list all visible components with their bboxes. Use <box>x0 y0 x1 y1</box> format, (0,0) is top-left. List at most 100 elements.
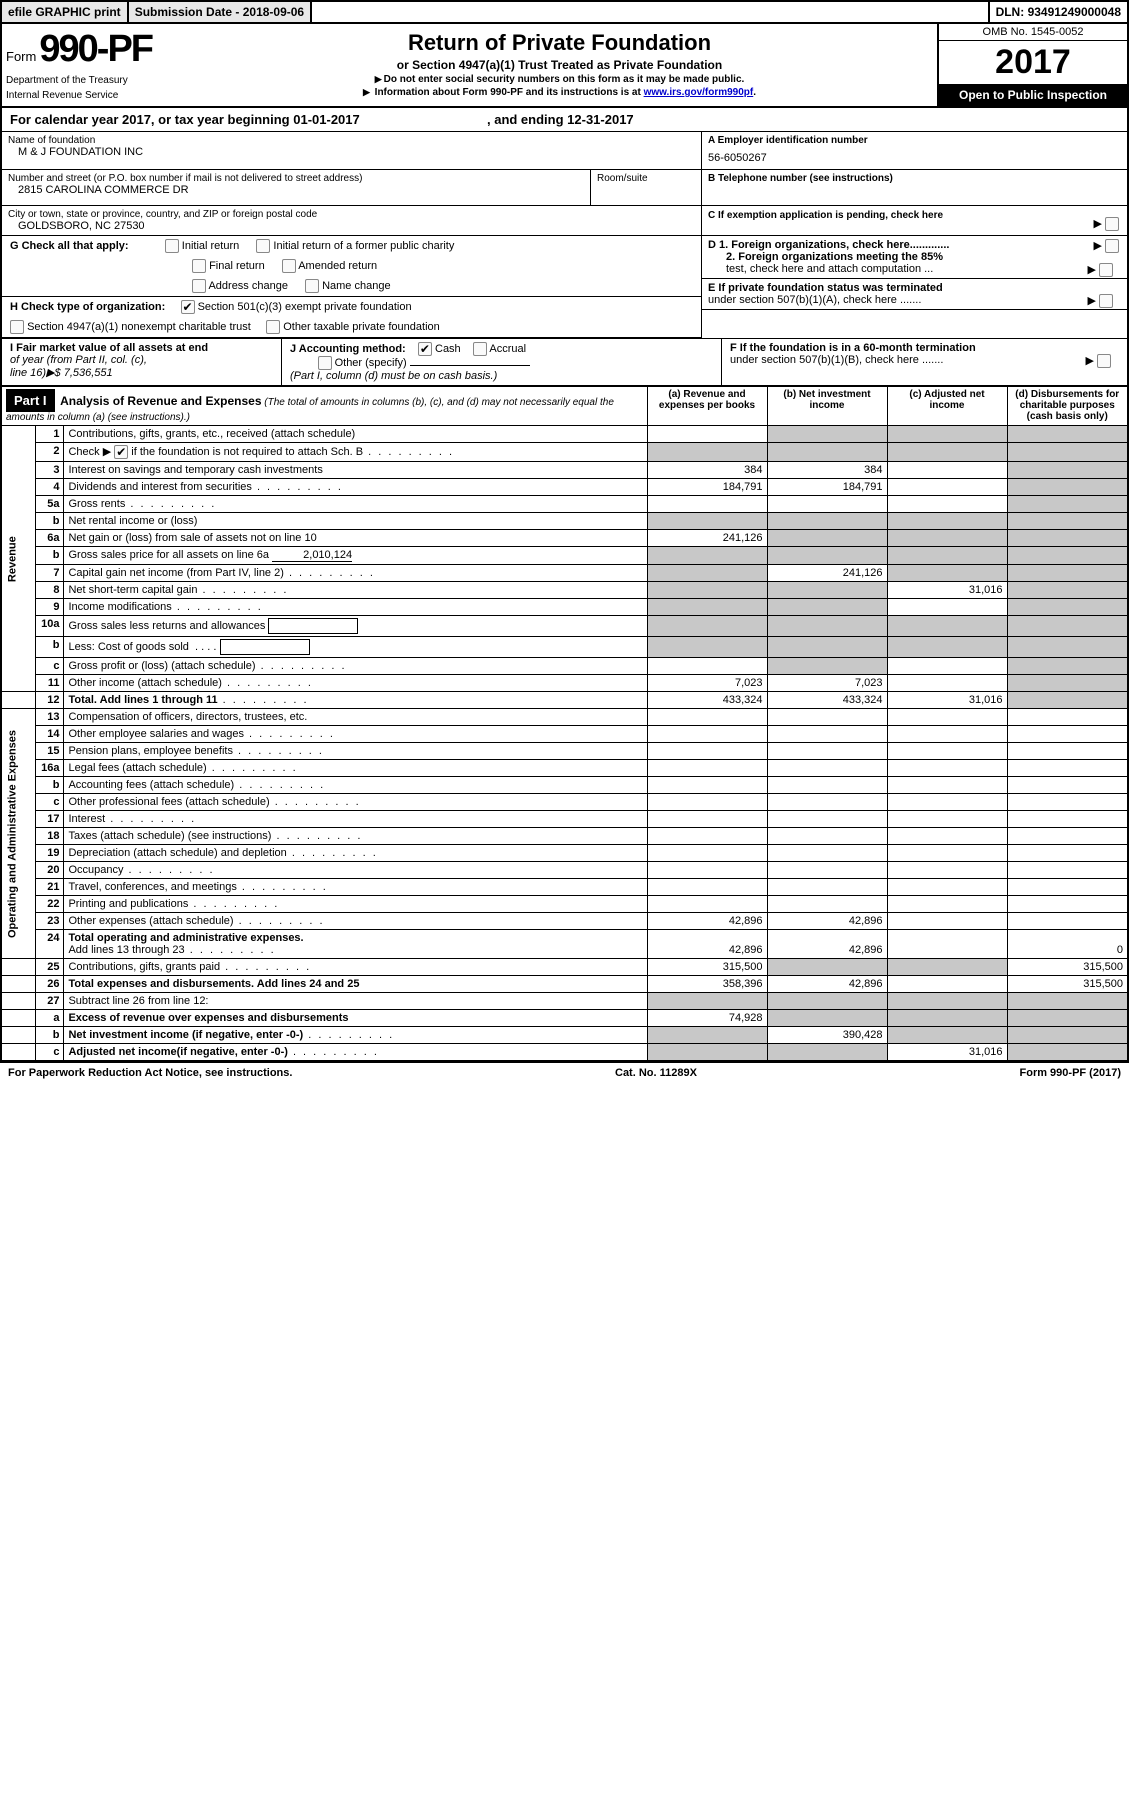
row-16c-desc: Other professional fees (attach schedule… <box>64 794 647 811</box>
d1-checkbox[interactable] <box>1105 239 1119 253</box>
rn-4: 4 <box>36 479 64 496</box>
rn-27b: b <box>36 1027 64 1044</box>
j-other: Other (specify) <box>335 357 407 369</box>
f-block: F If the foundation is in a 60-month ter… <box>722 339 1127 385</box>
g-block: G Check all that apply: Initial return I… <box>2 236 702 338</box>
r12-a: 433,324 <box>647 692 767 709</box>
row-24-desc: Total operating and administrative expen… <box>64 930 647 959</box>
r12-d: Total. Add lines 1 through 11 <box>68 694 217 706</box>
r8-c: 31,016 <box>887 582 1007 599</box>
row-27-desc: Subtract line 26 from line 12: <box>64 993 647 1010</box>
row-27a-desc: Excess of revenue over expenses and disb… <box>68 1012 348 1024</box>
row-10a-desc: Gross sales less returns and allowances <box>64 616 647 637</box>
instructions-note: Information about Form 990-PF and its in… <box>188 87 931 98</box>
rn-24: 24 <box>36 930 64 959</box>
part1-tag: Part I <box>6 389 55 412</box>
r24-d-val: 0 <box>1007 930 1127 959</box>
row-27b-desc: Net investment income (if negative, ente… <box>64 1027 647 1044</box>
r11-d: Other income (attach schedule) <box>68 677 221 689</box>
r23-a: 42,896 <box>647 913 767 930</box>
d-e-block: D 1. Foreign organizations, check here..… <box>702 236 1127 338</box>
row-2-desc: Check ▶ if the foundation is not require… <box>64 443 647 462</box>
h-501c3-checkbox[interactable] <box>181 300 195 314</box>
r7-d: Capital gain net income (from Part IV, l… <box>68 567 283 579</box>
g-address-change-checkbox[interactable] <box>192 279 206 293</box>
j-accrual-checkbox[interactable] <box>473 342 487 356</box>
rn-7: 7 <box>36 565 64 582</box>
r6b-value: 2,010,124 <box>272 549 352 562</box>
rn-12: 12 <box>36 692 64 709</box>
g-name-change-checkbox[interactable] <box>305 279 319 293</box>
form-number: 990-PF <box>39 28 152 70</box>
r16c-d: Other professional fees (attach schedule… <box>68 796 269 808</box>
col-d-header: (d) Disbursements for charitable purpose… <box>1007 387 1127 426</box>
j-other-checkbox[interactable] <box>318 356 332 370</box>
instructions-link[interactable]: www.irs.gov/form990pf <box>644 87 754 98</box>
r27c-c: 31,016 <box>887 1044 1007 1061</box>
g-amended-checkbox[interactable] <box>282 259 296 273</box>
ein-value: 56-6050267 <box>708 152 1121 164</box>
schb-checkbox[interactable] <box>114 445 128 459</box>
r6b-d: Gross sales price for all assets on line… <box>68 549 269 561</box>
f1-label: F If the foundation is in a 60-month ter… <box>730 342 976 354</box>
f2-label: under section 507(b)(1)(B), check here .… <box>730 354 943 366</box>
row-23-desc: Other expenses (attach schedule) <box>64 913 647 930</box>
rn-27a: a <box>36 1010 64 1027</box>
page-footer: For Paperwork Reduction Act Notice, see … <box>0 1063 1129 1083</box>
row-14-desc: Other employee salaries and wages <box>64 726 647 743</box>
row-6b-desc: Gross sales price for all assets on line… <box>64 547 647 565</box>
tax-year: 2017 <box>939 41 1127 84</box>
i-line: line 16)▶$ 7,536,551 <box>10 367 113 379</box>
r11-b: 7,023 <box>767 675 887 692</box>
city-label: City or town, state or province, country… <box>8 209 695 220</box>
r11-a: 7,023 <box>647 675 767 692</box>
e-checkbox[interactable] <box>1099 294 1113 308</box>
row-19-desc: Depreciation (attach schedule) and deple… <box>64 845 647 862</box>
form-title: Return of Private Foundation <box>188 30 931 56</box>
g-initial-former-checkbox[interactable] <box>256 239 270 253</box>
d2-checkbox[interactable] <box>1099 263 1113 277</box>
d2a-label: 2. Foreign organizations meeting the 85% <box>726 251 943 263</box>
open-inspection: Open to Public Inspection <box>939 84 1127 106</box>
rn-21: 21 <box>36 879 64 896</box>
rn-14: 14 <box>36 726 64 743</box>
rn-15: 15 <box>36 743 64 760</box>
r26-b: 42,896 <box>767 976 887 993</box>
g-initial-return-checkbox[interactable] <box>165 239 179 253</box>
f-checkbox[interactable] <box>1097 354 1111 368</box>
rn-6a: 6a <box>36 530 64 547</box>
r25-d: Contributions, gifts, grants paid <box>68 961 220 973</box>
rn-27: 27 <box>36 993 64 1010</box>
r27a-a: 74,928 <box>647 1010 767 1027</box>
h-4947-checkbox[interactable] <box>10 320 24 334</box>
row-18-desc: Taxes (attach schedule) (see instruction… <box>64 828 647 845</box>
efile-print-button[interactable]: efile GRAPHIC print <box>2 2 129 22</box>
identity-row-1: Name of foundation M & J FOUNDATION INC … <box>2 132 1127 170</box>
j-cash-checkbox[interactable] <box>418 342 432 356</box>
opex-label: Operating and Administrative Expenses <box>2 709 36 959</box>
g-final-return-checkbox[interactable] <box>192 259 206 273</box>
d2b-label: test, check here and attach computation … <box>726 263 933 275</box>
note2-text: Information about Form 990-PF and its in… <box>375 87 644 98</box>
r18-d: Taxes (attach schedule) (see instruction… <box>68 830 271 842</box>
r27c-d: Adjusted net income(if negative, enter -… <box>68 1046 287 1058</box>
c-checkbox[interactable] <box>1105 217 1119 231</box>
row-10c-desc: Gross profit or (loss) (attach schedule) <box>64 658 647 675</box>
d1-label: D 1. Foreign organizations, check here..… <box>708 239 949 251</box>
name-cell: Name of foundation M & J FOUNDATION INC <box>2 132 702 169</box>
row-27c-desc: Adjusted net income(if negative, enter -… <box>64 1044 647 1061</box>
rn-16c: c <box>36 794 64 811</box>
rn-10c: c <box>36 658 64 675</box>
dln-label: DLN: <box>996 5 1028 19</box>
r7-b: 241,126 <box>767 565 887 582</box>
r25-d-val: 315,500 <box>1007 959 1127 976</box>
top-spacer <box>312 2 989 22</box>
rn-16a: 16a <box>36 760 64 777</box>
r4-d: Dividends and interest from securities <box>68 481 251 493</box>
rn-20: 20 <box>36 862 64 879</box>
r4-b: 184,791 <box>767 479 887 496</box>
r3-b: 384 <box>767 462 887 479</box>
row-6a-desc: Net gain or (loss) from sale of assets n… <box>64 530 647 547</box>
h-other-checkbox[interactable] <box>266 320 280 334</box>
r22-d: Printing and publications <box>68 898 188 910</box>
